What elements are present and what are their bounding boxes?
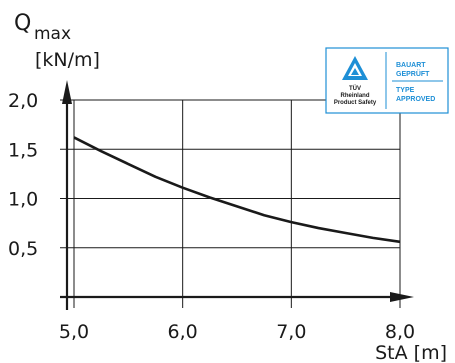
y-tick-label: 1,5 (8, 139, 38, 161)
data-series (73, 136, 401, 244)
badge-right-line2: GEPRÜFT (396, 69, 430, 78)
y-axis-arrow (62, 80, 72, 104)
y-axis-title-main: Q (14, 11, 31, 36)
y-tick-label: 1,0 (8, 189, 38, 211)
y-tick-label: 0,5 (8, 238, 38, 260)
x-axis-label: StA [m] (375, 342, 447, 363)
grid-lines (60, 99, 401, 308)
badge-brand-line3: Product Safety (334, 100, 377, 106)
badge-brand-line1: TÜV (349, 85, 361, 92)
x-tick-label: 5,0 (59, 321, 89, 343)
x-tick-label: 7,0 (276, 321, 306, 343)
x-axis-arrow (390, 292, 414, 302)
tuv-approval-badge: TÜV Rheinland Product Safety BAUART GEPR… (325, 47, 449, 114)
tick-labels: 0,5 1,0 1,5 2,0 5,0 6,0 7,0 8,0 (8, 90, 415, 343)
x-tick-label: 8,0 (385, 321, 415, 343)
badge-right-line3: TYPE (396, 87, 415, 94)
badge-right-line4: APPROVED (396, 96, 435, 103)
x-tick-label: 6,0 (168, 321, 198, 343)
y-tick-label: 2,0 (8, 90, 38, 112)
tuv-triangle-icon (342, 56, 368, 80)
series-line-0 (73, 136, 401, 244)
badge-right-line1: BAUART (396, 62, 426, 69)
y-axis-unit: [kN/m] (35, 49, 100, 71)
y-axis-title-sub: max (34, 24, 71, 44)
badge-brand-line2: Rheinland (340, 93, 369, 99)
axes (60, 80, 414, 310)
